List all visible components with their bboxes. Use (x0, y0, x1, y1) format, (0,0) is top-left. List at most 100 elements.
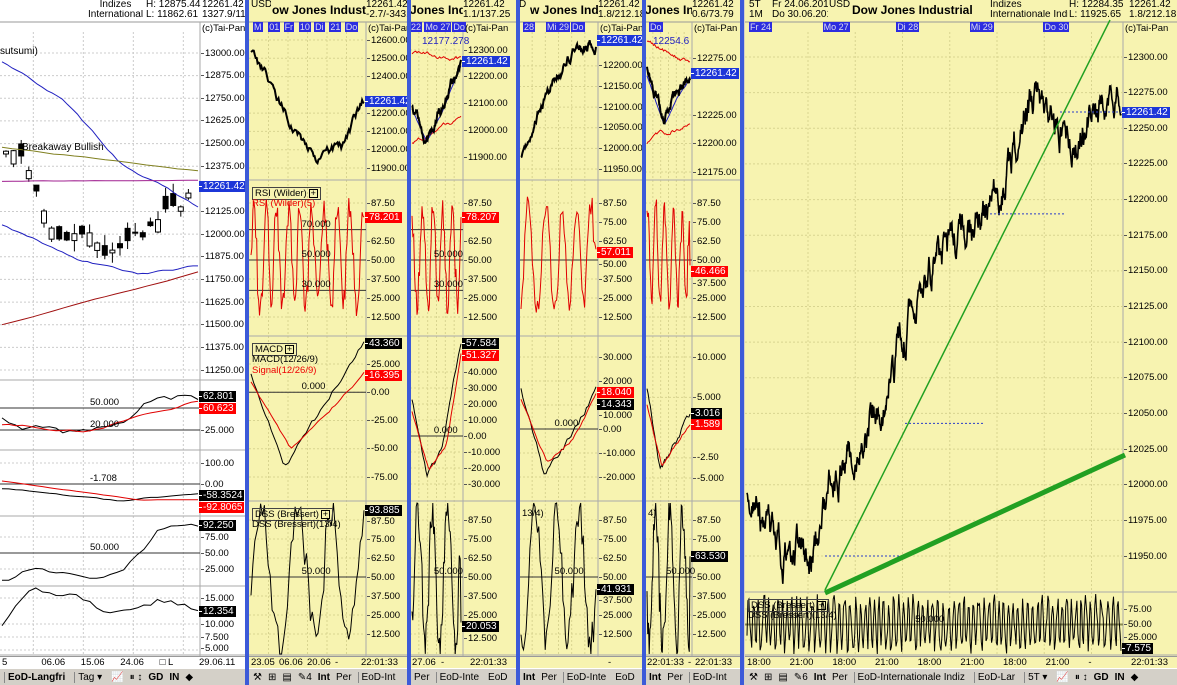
toolbar-icon-button[interactable]: Int (523, 671, 536, 683)
toolbar-tab[interactable]: EoD-Internationale Indiz (853, 671, 968, 683)
indicator-legend[interactable]: MACD + (252, 343, 297, 356)
axis-label: 12300.00 (464, 45, 508, 56)
header-text: 0.6/73.79 (692, 10, 734, 20)
date-tab[interactable]: 10 (298, 22, 311, 32)
toolbar-icon-button[interactable]: ⏸ ↕ (1074, 671, 1088, 683)
indicator-legend[interactable]: RSI (Wilder) + (252, 187, 321, 200)
date-tab[interactable]: 22 (410, 22, 423, 32)
expand-icon[interactable]: + (308, 187, 318, 198)
date-tab[interactable]: Fr 24 (749, 22, 773, 32)
toolbar-icon-button[interactable]: IN (1114, 671, 1125, 683)
value-tag: 12261.42 (1122, 106, 1170, 118)
date-tab[interactable]: 21 (329, 22, 342, 32)
date-tab[interactable]: Di (314, 22, 325, 32)
toolbar-icon-button[interactable]: Int (317, 671, 330, 683)
date-tab[interactable]: 28 (523, 22, 536, 32)
toolbar-icon-button[interactable]: Per (541, 671, 557, 683)
date-tab[interactable]: Do (649, 22, 663, 32)
toolbar-icon-button[interactable]: GD (1093, 671, 1109, 683)
toolbar-tab[interactable]: Tag ▾ (74, 671, 105, 683)
toolbar-icon-button[interactable]: Int (813, 671, 826, 683)
toolbar-tab[interactable]: EoD-Inte (435, 671, 482, 683)
toolbar-icon-button[interactable]: ✎4 (297, 671, 312, 683)
candle-body (33, 184, 40, 192)
toolbar-icon-button[interactable]: ▤ (282, 671, 292, 683)
toolbar-tab[interactable]: EoD-Inte (562, 671, 609, 683)
expand-icon[interactable]: + (320, 508, 330, 519)
chart-toolbar: Int Per EoD-Inte EoD (519, 668, 642, 685)
axis-label: 0.00 (367, 387, 390, 398)
indicator-legend[interactable]: DSS (Bressert) + (252, 508, 333, 521)
panel-divider[interactable] (407, 0, 411, 685)
date-tab[interactable]: Mo 27 (424, 22, 452, 32)
header-cell: D (519, 0, 529, 22)
toolbar-icon-button[interactable]: ⏸ ↕ (129, 671, 143, 683)
panel-divider[interactable] (245, 0, 249, 685)
panel-divider[interactable] (740, 0, 744, 685)
toolbar-icon-button[interactable]: Per (831, 671, 848, 683)
axis-label: 12375.00 (201, 161, 245, 172)
chart-toolbar: Int Per EoD-Int (645, 668, 740, 685)
axis-label: 12875.00 (201, 70, 245, 81)
date-tab[interactable]: M (253, 22, 263, 32)
toolbar-icon-button[interactable]: ◆ (1130, 671, 1139, 683)
time-label: 22:01:33 (647, 657, 684, 668)
time-label: □ L (159, 657, 174, 668)
date-tab-row: Do (645, 22, 692, 32)
axis-label: 20.000 (598, 376, 632, 387)
toolbar-icon-button[interactable]: ⚒ (749, 671, 758, 683)
expand-icon[interactable]: + (284, 343, 294, 354)
axis-label: 87.50 (464, 515, 492, 526)
value-tag: 63.530 (691, 550, 728, 562)
axis-label: -2.50 (693, 452, 719, 463)
toolbar-icon-button[interactable]: ⊞ (763, 671, 773, 683)
axis-label: 37.500 (366, 591, 400, 602)
toolbar-icon-button[interactable]: Per (335, 671, 352, 683)
toolbar-icon-button[interactable]: ⊞ (267, 671, 277, 683)
chart-canvas (0, 21, 245, 656)
panel-divider[interactable] (516, 0, 520, 685)
date-tab[interactable]: Mi 29 (546, 22, 571, 32)
date-tab[interactable]: Fr (283, 22, 295, 32)
date-tab[interactable]: Mi 29 (969, 22, 994, 32)
price-line (646, 66, 691, 125)
date-tab[interactable]: Do (452, 22, 466, 32)
level-label: 50.000 (90, 542, 120, 553)
toolbar-icon-button[interactable]: EoD (615, 671, 635, 683)
date-tab[interactable]: Do 30 (1043, 22, 1070, 32)
toolbar-icon-button[interactable]: EoD (488, 671, 508, 683)
toolbar-tab[interactable]: EoD-Lar (973, 671, 1018, 683)
axis-label: 12150.00 (599, 81, 642, 92)
toolbar-tab[interactable]: EoD-Int (688, 671, 730, 683)
axis-label: 12.500 (366, 312, 400, 323)
copyright-label: (c)Tai-Pan (465, 23, 509, 34)
toolbar-icon-button[interactable]: 📈 (111, 671, 124, 683)
toolbar-icon-button[interactable]: 📈 (1056, 671, 1069, 683)
expand-icon[interactable]: + (816, 599, 826, 610)
signal-line (520, 393, 597, 462)
date-tab[interactable]: Mo 27 (822, 22, 850, 32)
toolbar-icon-button[interactable]: GD (148, 671, 164, 683)
toolbar-icon-button[interactable]: ✎6 (793, 671, 808, 683)
toolbar-icon-button[interactable]: Per (414, 671, 430, 683)
indicator-legend[interactable]: DSS (Bressert) + (748, 599, 829, 612)
panel-divider[interactable] (642, 0, 646, 685)
date-tab[interactable]: 01 (268, 22, 281, 32)
toolbar-tab[interactable]: EoD-Langfri (4, 671, 68, 683)
date-tab[interactable]: Do (571, 22, 585, 32)
toolbar-icon-button[interactable]: ◆ (185, 671, 194, 683)
toolbar-icon-button[interactable]: IN (169, 671, 180, 683)
toolbar-icon-button[interactable]: ⚒ (253, 671, 262, 683)
candle-body (56, 226, 63, 240)
dss-line (411, 502, 462, 655)
toolbar-icon-button[interactable]: Per (667, 671, 683, 683)
toolbar-icon-button[interactable]: ▤ (778, 671, 788, 683)
date-tab[interactable]: Do (344, 22, 359, 32)
date-tab[interactable]: Di 28 (896, 22, 920, 32)
toolbar-icon-button[interactable]: Int (649, 671, 662, 683)
toolbar-tab[interactable]: EoD-Int (357, 671, 399, 683)
toolbar-tab[interactable]: 5T ▾ (1024, 671, 1050, 683)
time-label: - (441, 657, 445, 668)
